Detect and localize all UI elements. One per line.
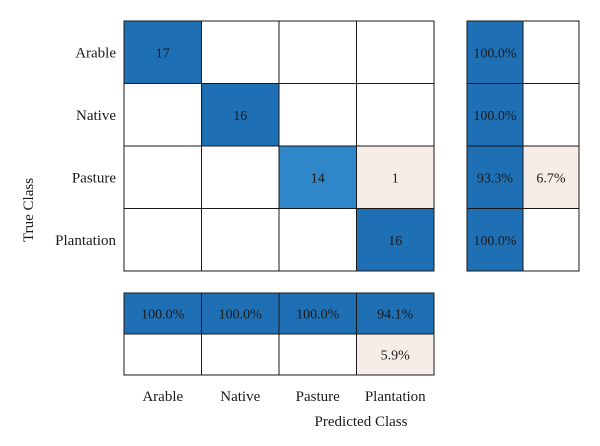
matrix-cell — [123, 145, 202, 209]
row-summary-value: 93.3% — [477, 171, 514, 186]
column-summary-cell — [123, 333, 202, 376]
row-summary-value: 100.0% — [473, 46, 517, 61]
matrix-cell-value: 17 — [156, 46, 170, 61]
matrix-cell — [278, 20, 357, 84]
matrix-cell — [356, 20, 435, 84]
matrix-cell — [356, 145, 435, 209]
column-summary-cell — [356, 292, 435, 335]
matrix-cell — [123, 20, 202, 84]
row-tick-label: Arable — [75, 45, 116, 61]
main-matrix: 17 16 14 1 16 — [123, 20, 435, 272]
row-summary-cell — [466, 145, 524, 209]
column-summary-cell — [278, 333, 357, 376]
y-axis-title: True Class — [21, 178, 37, 242]
row-summary-value: 6.7% — [536, 171, 566, 186]
matrix-cell-value: 1 — [392, 171, 399, 186]
matrix-cell — [356, 208, 435, 272]
column-summary-matrix: 100.0% 100.0% 100.0% 94.1% 5.9% — [123, 292, 435, 376]
matrix-cell — [278, 83, 357, 147]
row-summary-matrix: 100.0% 100.0% 93.3% 6.7% 100.0% — [466, 20, 580, 272]
column-tick-label: Pasture — [296, 389, 341, 405]
row-summary-cell — [522, 208, 580, 272]
row-summary-value: 100.0% — [473, 109, 517, 124]
matrix-cell-value: 16 — [388, 234, 402, 249]
column-summary-value: 100.0% — [141, 308, 185, 323]
column-labels: Arable Native Pasture Plantation — [142, 389, 426, 405]
row-summary-value: 100.0% — [473, 234, 517, 249]
matrix-cell — [201, 145, 280, 209]
matrix-cell-value: 16 — [233, 109, 247, 124]
row-labels: Arable Native Pasture Plantation — [55, 45, 116, 249]
column-summary-cell — [356, 333, 435, 376]
row-summary-cell — [522, 83, 580, 147]
row-summary-cell — [466, 20, 524, 84]
matrix-cell — [201, 83, 280, 147]
matrix-cell — [201, 208, 280, 272]
matrix-cell — [278, 145, 357, 209]
matrix-cell — [201, 20, 280, 84]
matrix-cell-value: 14 — [311, 171, 325, 186]
column-tick-label: Native — [220, 389, 260, 405]
x-axis-title: Predicted Class — [315, 414, 408, 430]
column-summary-cell — [201, 292, 280, 335]
matrix-cell — [356, 83, 435, 147]
matrix-cell — [278, 208, 357, 272]
row-tick-label: Pasture — [72, 170, 117, 186]
column-tick-label: Arable — [142, 389, 183, 405]
row-summary-cell — [522, 20, 580, 84]
row-summary-cell — [466, 208, 524, 272]
column-summary-value: 5.9% — [381, 349, 411, 364]
column-summary-cell — [201, 333, 280, 376]
column-summary-value: 100.0% — [219, 308, 263, 323]
column-summary-value: 100.0% — [296, 308, 340, 323]
column-tick-label: Plantation — [365, 389, 426, 405]
row-tick-label: Native — [76, 108, 116, 124]
matrix-cell — [123, 83, 202, 147]
row-tick-label: Plantation — [55, 233, 116, 249]
matrix-cell — [123, 208, 202, 272]
column-summary-value: 94.1% — [377, 308, 414, 323]
